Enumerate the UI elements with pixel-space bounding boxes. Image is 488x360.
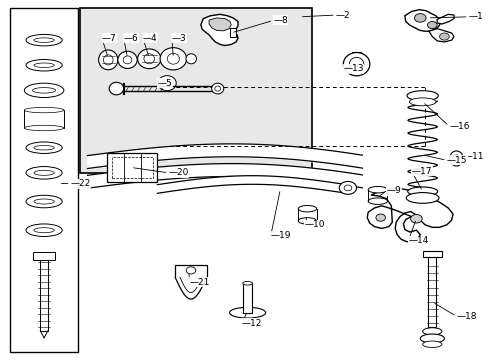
Ellipse shape (34, 170, 54, 175)
Ellipse shape (34, 63, 54, 68)
Ellipse shape (348, 57, 363, 71)
Ellipse shape (26, 142, 62, 153)
Text: —22: —22 (70, 179, 91, 188)
Ellipse shape (298, 206, 316, 212)
Text: —17: —17 (411, 167, 431, 176)
Ellipse shape (452, 155, 458, 162)
Ellipse shape (449, 151, 462, 166)
Text: —10: —10 (304, 220, 325, 229)
Ellipse shape (185, 54, 196, 64)
Text: —7: —7 (102, 34, 117, 43)
Ellipse shape (24, 83, 64, 98)
Ellipse shape (123, 56, 132, 64)
Bar (427, 257, 435, 327)
Text: —13: —13 (343, 64, 363, 73)
Ellipse shape (109, 82, 123, 95)
Circle shape (344, 185, 351, 191)
Bar (422, 251, 441, 257)
Bar (229, 28, 235, 37)
Ellipse shape (34, 38, 54, 42)
Text: —12: —12 (242, 319, 262, 328)
Text: —16: —16 (448, 122, 469, 131)
Text: —5: —5 (157, 79, 172, 88)
Ellipse shape (26, 35, 62, 46)
Text: —1: —1 (468, 12, 482, 21)
Ellipse shape (34, 199, 54, 204)
Ellipse shape (138, 49, 161, 69)
Ellipse shape (422, 341, 441, 347)
Ellipse shape (408, 98, 435, 106)
Ellipse shape (422, 328, 441, 335)
Text: —6: —6 (123, 34, 138, 43)
Ellipse shape (118, 51, 137, 68)
Polygon shape (208, 18, 231, 31)
Ellipse shape (26, 59, 62, 71)
Circle shape (186, 267, 195, 274)
Bar (111, 157, 152, 178)
Bar (175, 265, 206, 278)
Ellipse shape (407, 187, 437, 196)
Ellipse shape (406, 193, 438, 203)
Ellipse shape (34, 145, 54, 150)
Bar (80, 8, 311, 173)
Ellipse shape (34, 228, 54, 233)
Ellipse shape (26, 167, 62, 179)
Text: —11: —11 (463, 152, 483, 161)
Ellipse shape (167, 53, 179, 64)
Ellipse shape (143, 54, 154, 64)
Ellipse shape (26, 224, 62, 237)
Circle shape (339, 181, 356, 194)
Polygon shape (201, 14, 238, 45)
Ellipse shape (24, 125, 64, 131)
Ellipse shape (103, 55, 113, 65)
Ellipse shape (367, 186, 386, 193)
Ellipse shape (99, 50, 118, 70)
Ellipse shape (211, 83, 224, 94)
Ellipse shape (367, 198, 386, 204)
Ellipse shape (243, 282, 252, 285)
Polygon shape (428, 29, 453, 42)
Text: —8: —8 (273, 16, 287, 25)
Text: —19: —19 (270, 231, 291, 240)
Ellipse shape (158, 76, 176, 91)
Circle shape (375, 214, 385, 221)
Bar (243, 283, 252, 313)
Text: —15: —15 (446, 156, 467, 165)
Ellipse shape (229, 307, 265, 318)
Bar (24, 110, 64, 128)
Text: —3: —3 (172, 34, 186, 43)
Bar (106, 153, 157, 182)
Text: —21: —21 (189, 278, 210, 287)
Polygon shape (404, 10, 440, 31)
Circle shape (414, 14, 425, 22)
Ellipse shape (163, 80, 171, 87)
Ellipse shape (33, 87, 56, 93)
Text: —2: —2 (335, 10, 350, 19)
Circle shape (439, 33, 448, 40)
Bar (10, 8, 78, 352)
Text: —4: —4 (142, 34, 157, 43)
Ellipse shape (419, 334, 444, 343)
Text: —20: —20 (168, 168, 188, 177)
Ellipse shape (406, 91, 437, 101)
Ellipse shape (160, 48, 186, 70)
Ellipse shape (24, 107, 64, 113)
Ellipse shape (26, 195, 62, 208)
Circle shape (427, 22, 436, 29)
Ellipse shape (214, 86, 220, 91)
Ellipse shape (298, 218, 316, 224)
Ellipse shape (343, 53, 369, 76)
Polygon shape (366, 188, 452, 242)
Text: —14: —14 (407, 237, 427, 246)
Text: —18: —18 (455, 312, 476, 321)
Circle shape (410, 215, 421, 223)
Text: —9: —9 (386, 186, 401, 195)
Bar (33, 252, 55, 260)
Bar (40, 252, 48, 330)
Polygon shape (436, 14, 453, 24)
